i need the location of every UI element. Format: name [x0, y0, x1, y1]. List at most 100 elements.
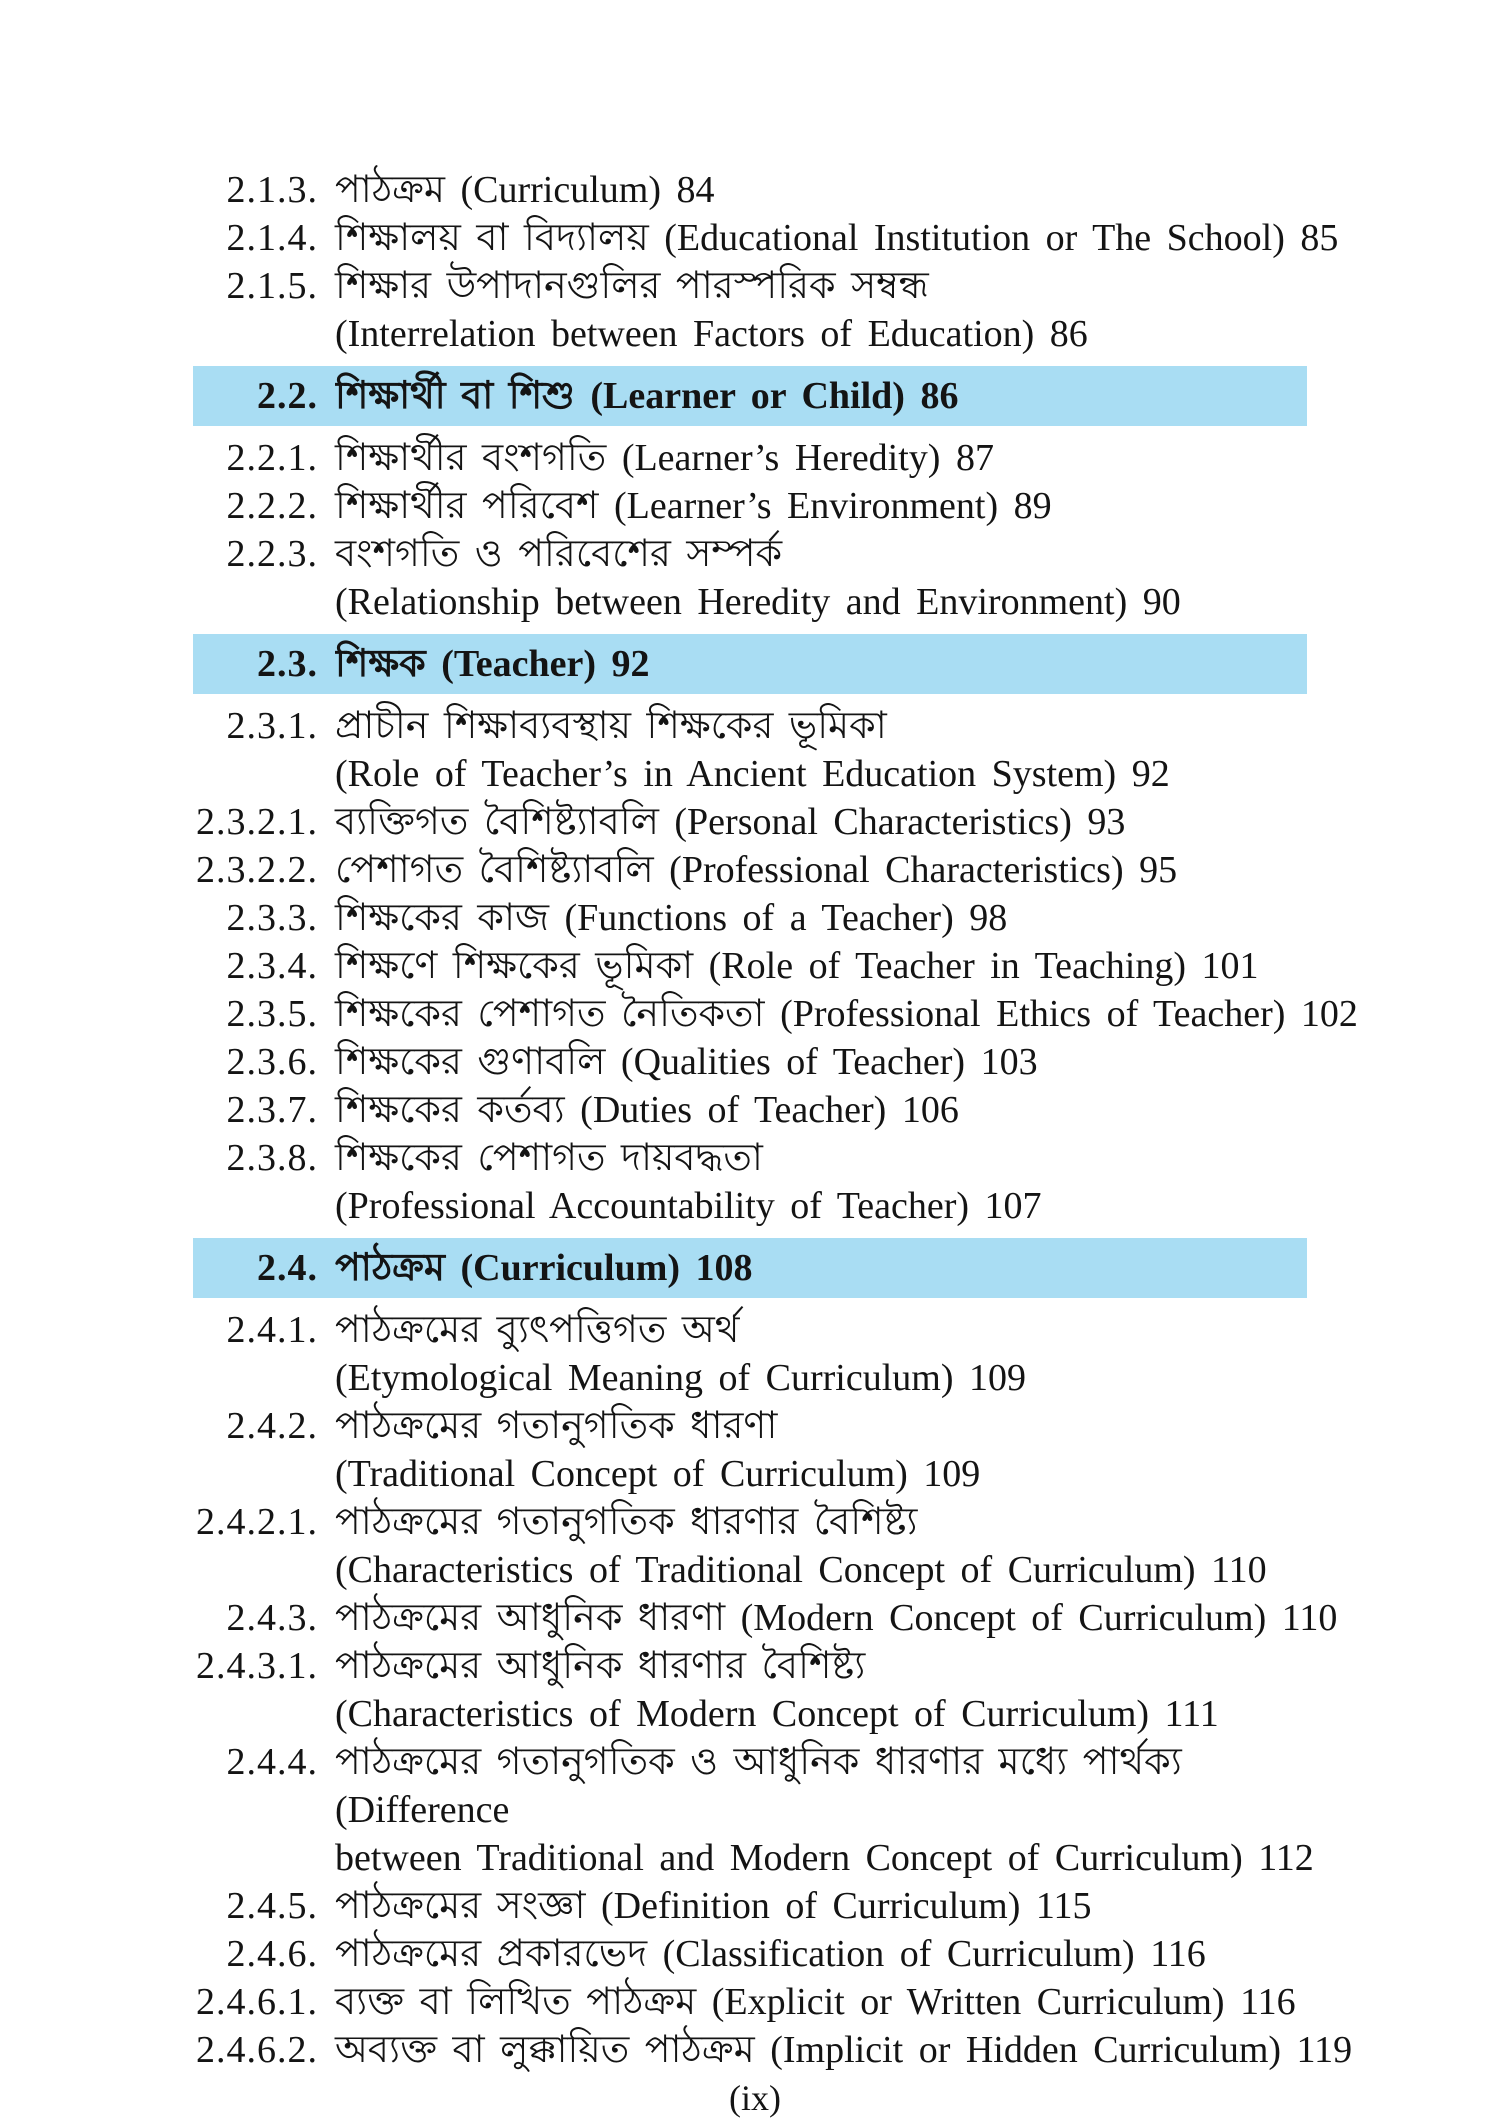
toc-entry-text: শিক্ষার্থী বা শিশু (Learner or Child) 86	[335, 366, 1307, 426]
toc-line: পাঠক্রমের প্রকারভেদ (Classification of C…	[335, 1933, 1206, 1975]
toc-entry: 2.4.2.1. পাঠক্রমের গতানুগতিক ধারণার বৈশি…	[150, 1498, 1360, 1594]
toc-entry-number: 2.3.8.	[226, 1137, 318, 1179]
toc-line: প্রাচীন শিক্ষাব্যবস্থায় শিক্ষকের ভূমিকা	[335, 705, 887, 747]
toc-line: শিক্ষকের পেশাগত দায়বদ্ধতা	[335, 1137, 763, 1179]
toc-entry-text: পাঠক্রমের আধুনিক ধারণার বৈশিষ্ট্য (Charac…	[335, 1642, 1360, 1738]
table-of-contents: 2.1.3. পাঠক্রম (Curriculum) 84 2.1.4. শি…	[150, 166, 1360, 2074]
toc-line: (Relationship between Heredity and Envir…	[335, 581, 1181, 623]
toc-entry-number: 2.4.1.	[226, 1309, 318, 1351]
toc-entry-number: 2.4.2.	[226, 1405, 318, 1447]
toc-entry-number: 2.4.3.	[226, 1597, 318, 1639]
toc-line: (Characteristics of Modern Concept of Cu…	[335, 1693, 1219, 1735]
toc-entry-number: 2.4.6.1.	[196, 1981, 318, 2023]
toc-entry-text: ব্যক্ত বা লিখিত পাঠক্রম (Explicit or Wri…	[335, 1978, 1360, 2026]
toc-entry-number: 2.4.	[257, 1247, 318, 1289]
toc-entry-text: পেশাগত বৈশিষ্ট্যাবলি (Professional Chara…	[335, 846, 1360, 894]
toc-entry-text: শিক্ষকের কাজ (Functions of a Teacher) 98	[335, 894, 1360, 942]
toc-entry-number: 2.3.	[257, 643, 318, 685]
toc-line: শিক্ষার্থীর বংশগতি (Learner’s Heredity) …	[335, 437, 994, 479]
toc-entry-text: পাঠক্রমের গতানুগতিক ধারণা (Traditional Co…	[335, 1402, 1360, 1498]
toc-entry: 2.2.1. শিক্ষার্থীর বংশগতি (Learner’s Her…	[150, 434, 1360, 482]
toc-entry-text: শিক্ষক (Teacher) 92	[335, 634, 1307, 694]
toc-line: ব্যক্ত বা লিখিত পাঠক্রম (Explicit or Wri…	[335, 1981, 1296, 2023]
toc-line: between Traditional and Modern Concept o…	[335, 1837, 1314, 1879]
toc-line: শিক্ষালয় বা বিদ্যালয় (Educational Inst…	[335, 217, 1339, 259]
toc-line: শিক্ষকের কর্তব্য (Duties of Teacher) 106	[335, 1089, 959, 1131]
toc-entry-number: 2.1.3.	[226, 169, 318, 211]
toc-entry-number: 2.2.1.	[226, 437, 318, 479]
toc-entry: 2.1.4. শিক্ষালয় বা বিদ্যালয় (Education…	[150, 214, 1360, 262]
toc-entry-number: 2.4.2.1.	[196, 1501, 318, 1543]
toc-entry: 2.4.1. পাঠক্রমের ব্যুৎপত্তিগত অর্থ (Etymo…	[150, 1306, 1360, 1402]
toc-line: অব্যক্ত বা লুক্কায়িত পাঠক্রম (Implicit …	[335, 2029, 1353, 2071]
toc-entry-number: 2.3.1.	[226, 705, 318, 747]
toc-entry-text: পাঠক্রমের সংজ্ঞা (Definition of Curricul…	[335, 1882, 1360, 1930]
toc-line: বংশগতি ও পরিবেশের সম্পর্ক	[335, 533, 783, 575]
toc-entry: 2.4.3. পাঠক্রমের আধুনিক ধারণা (Modern Co…	[150, 1594, 1360, 1642]
toc-entry-text: পাঠক্রম (Curriculum) 108	[335, 1238, 1307, 1298]
toc-entry-text: শিক্ষার্থীর বংশগতি (Learner’s Heredity) …	[335, 434, 1360, 482]
toc-entry: 2.3.2.2. পেশাগত বৈশিষ্ট্যাবলি (Professio…	[150, 846, 1360, 894]
toc-entry-number: 2.2.2.	[226, 485, 318, 527]
toc-line: পাঠক্রমের গতানুগতিক ধারণা	[335, 1405, 778, 1447]
toc-entry-number: 2.3.6.	[226, 1041, 318, 1083]
toc-line: শিক্ষকের কাজ (Functions of a Teacher) 98	[335, 897, 1008, 939]
toc-entry-text: প্রাচীন শিক্ষাব্যবস্থায় শিক্ষকের ভূমিকা…	[335, 702, 1360, 798]
toc-entry: 2.1.5. শিক্ষার উপাদানগুলির পারস্পরিক সম্…	[150, 262, 1360, 358]
toc-entry-number: 2.3.2.1.	[196, 801, 318, 843]
toc-line: পেশাগত বৈশিষ্ট্যাবলি (Professional Chara…	[335, 849, 1178, 891]
toc-entry: 2.4.3.1. পাঠক্রমের আধুনিক ধারণার বৈশিষ্ট…	[150, 1642, 1360, 1738]
toc-line: (Role of Teacher’s in Ancient Education …	[335, 753, 1170, 795]
toc-section-header: 2.3. শিক্ষক (Teacher) 92	[193, 634, 1307, 694]
toc-entry-text: শিক্ষার উপাদানগুলির পারস্পরিক সম্বন্ধ (In…	[335, 262, 1360, 358]
toc-entry: 2.4.6.2. অব্যক্ত বা লুক্কায়িত পাঠক্রম (…	[150, 2026, 1360, 2074]
toc-entry-number: 2.2.3.	[226, 533, 318, 575]
toc-entry: 2.3.8. শিক্ষকের পেশাগত দায়বদ্ধতা (Profes…	[150, 1134, 1360, 1230]
toc-entry-number: 2.3.5.	[226, 993, 318, 1035]
toc-entry: 2.4.4. পাঠক্রমের গতানুগতিক ও আধুনিক ধারণ…	[150, 1738, 1360, 1882]
toc-entry-text: শিক্ষকের গুণাবলি (Qualities of Teacher) …	[335, 1038, 1360, 1086]
toc-entry: 2.3.7. শিক্ষকের কর্তব্য (Duties of Teach…	[150, 1086, 1360, 1134]
toc-line: (Etymological Meaning of Curriculum) 109	[335, 1357, 1026, 1399]
page-footer-number: (ix)	[729, 2078, 781, 2118]
toc-line: পাঠক্রমের আধুনিক ধারণা (Modern Concept o…	[335, 1597, 1338, 1639]
toc-entry-text: পাঠক্রমের ব্যুৎপত্তিগত অর্থ (Etymological…	[335, 1306, 1360, 1402]
toc-line: (Characteristics of Traditional Concept …	[335, 1549, 1267, 1591]
toc-entry: 2.4.2. পাঠক্রমের গতানুগতিক ধারণা (Traditi…	[150, 1402, 1360, 1498]
toc-entry-number: 2.4.6.2.	[196, 2029, 318, 2071]
toc-entry-text: পাঠক্রমের গতানুগতিক ও আধুনিক ধারণার মধ্য…	[335, 1738, 1360, 1882]
toc-entry-number: 2.4.3.1.	[196, 1645, 318, 1687]
toc-entry: 2.4.6. পাঠক্রমের প্রকারভেদ (Classificati…	[150, 1930, 1360, 1978]
toc-entry: 2.3.3. শিক্ষকের কাজ (Functions of a Teac…	[150, 894, 1360, 942]
toc-entry: 2.3.2.1. ব্যক্তিগত বৈশিষ্ট্যাবলি (Person…	[150, 798, 1360, 846]
toc-line: পাঠক্রম (Curriculum) 84	[335, 169, 715, 211]
toc-entry-number: 2.2.	[257, 375, 318, 417]
toc-entry: 2.1.3. পাঠক্রম (Curriculum) 84	[150, 166, 1360, 214]
toc-entry-text: শিক্ষালয় বা বিদ্যালয় (Educational Inst…	[335, 214, 1360, 262]
toc-entry-number: 2.3.3.	[226, 897, 318, 939]
toc-line: শিক্ষকের গুণাবলি (Qualities of Teacher) …	[335, 1041, 1038, 1083]
toc-entry-number: 2.3.4.	[226, 945, 318, 987]
toc-line: পাঠক্রমের গতানুগতিক ও আধুনিক ধারণার মধ্য…	[335, 1741, 1182, 1831]
toc-entry-number: 2.1.4.	[226, 217, 318, 259]
toc-entry-text: শিক্ষকের কর্তব্য (Duties of Teacher) 106	[335, 1086, 1360, 1134]
toc-line: শিক্ষার উপাদানগুলির পারস্পরিক সম্বন্ধ	[335, 265, 929, 307]
toc-entry-number: 2.4.4.	[226, 1741, 318, 1783]
toc-line: পাঠক্রম (Curriculum) 108	[335, 1247, 753, 1289]
toc-entry-text: পাঠক্রমের প্রকারভেদ (Classification of C…	[335, 1930, 1360, 1978]
toc-entry-number: 2.3.7.	[226, 1089, 318, 1131]
toc-entry-number: 2.3.2.2.	[196, 849, 318, 891]
toc-entry-text: পাঠক্রম (Curriculum) 84	[335, 166, 1360, 214]
toc-entry: 2.2.2. শিক্ষার্থীর পরিবেশ (Learner’s Env…	[150, 482, 1360, 530]
toc-entry-text: অব্যক্ত বা লুক্কায়িত পাঠক্রম (Implicit …	[335, 2026, 1360, 2074]
toc-entry: 2.4.6.1. ব্যক্ত বা লিখিত পাঠক্রম (Explic…	[150, 1978, 1360, 2026]
toc-line: পাঠক্রমের গতানুগতিক ধারণার বৈশিষ্ট্য	[335, 1501, 918, 1543]
toc-line: শিক্ষক (Teacher) 92	[335, 643, 650, 685]
toc-entry: 2.3.6. শিক্ষকের গুণাবলি (Qualities of Te…	[150, 1038, 1360, 1086]
toc-entry-text: শিক্ষকের পেশাগত নৈতিকতা (Professional Et…	[335, 990, 1360, 1038]
toc-entry-text: শিক্ষার্থীর পরিবেশ (Learner’s Environmen…	[335, 482, 1360, 530]
toc-line: পাঠক্রমের আধুনিক ধারণার বৈশিষ্ট্য	[335, 1645, 866, 1687]
toc-entry: 2.4.5. পাঠক্রমের সংজ্ঞা (Definition of C…	[150, 1882, 1360, 1930]
toc-entry-text: পাঠক্রমের গতানুগতিক ধারণার বৈশিষ্ট্য (Cha…	[335, 1498, 1360, 1594]
